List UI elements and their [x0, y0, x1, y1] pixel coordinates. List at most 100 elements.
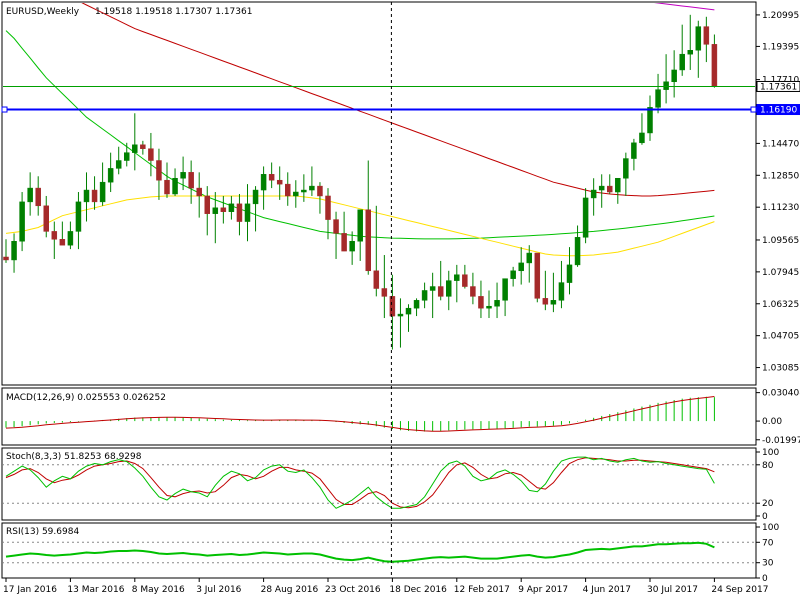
candle-body: [655, 89, 661, 108]
candle-body: [526, 252, 532, 264]
candle-body: [59, 239, 66, 246]
price-axis-tick-label: 1.07945: [762, 268, 799, 278]
candle-body: [188, 172, 194, 189]
macd-plot-area: [5, 396, 715, 432]
stoch-axis-tick-label: 100: [762, 448, 779, 458]
candle-body: [301, 189, 307, 193]
candle-body: [647, 107, 653, 134]
candle-body: [679, 53, 685, 71]
candle-body: [703, 26, 710, 45]
horizontal-level-anchor-right: [750, 106, 757, 113]
rsi-line: [5, 541, 715, 563]
price-axis-tick-label: 1.19395: [762, 42, 799, 52]
candle-body: [446, 280, 452, 297]
horizontal-level-anchor-left: [1, 106, 8, 113]
macd-signal-line: [5, 396, 715, 432]
price-axis-tick-label: 1.17710: [762, 76, 799, 86]
candle-body: [542, 298, 549, 305]
candle-body: [83, 189, 90, 203]
level-price-tag-label: 1.16190: [760, 106, 797, 116]
candle-body: [91, 189, 98, 203]
candle-body: [534, 252, 541, 299]
candle-body: [429, 286, 436, 291]
time-axis-tick-label: 17 Jan 2016: [3, 585, 57, 595]
price-panel-frame: [1, 1, 757, 386]
macd-axis: 0.030408 0.00 -0.019979: [756, 389, 800, 446]
candle-body: [454, 274, 460, 281]
candle-body: [51, 231, 58, 240]
candle-body: [631, 142, 637, 159]
chart-title: EURUSD,Weekly: [6, 7, 80, 17]
candle-body: [510, 270, 516, 279]
macd-label: MACD(12,26,9) 0.025553 0.026252: [6, 393, 166, 403]
price-axis-tick-label: 1.12850: [762, 171, 799, 181]
candle-body: [590, 189, 597, 199]
candle-body: [333, 219, 339, 234]
rsi-axis: 100 70 30 0: [756, 523, 779, 584]
candle-body: [220, 207, 227, 212]
candle-body: [164, 179, 170, 195]
candle-body: [558, 282, 565, 301]
candle-body: [3, 256, 9, 261]
candle-body: [309, 185, 315, 191]
candle-body: [35, 187, 41, 207]
candle-body: [260, 174, 267, 191]
candle-body: [389, 296, 396, 317]
candle-body: [566, 264, 573, 283]
candle-body: [687, 50, 693, 55]
candle-body: [99, 181, 106, 203]
current-price-tag: 1.17361: [756, 80, 800, 92]
stoch-label: Stoch(8,3,3) 51.8253 68.9298: [6, 452, 142, 462]
candle-body: [550, 300, 557, 305]
candle-body: [132, 144, 138, 153]
candle-body: [405, 307, 412, 315]
candle-body: [663, 81, 669, 90]
candle-body: [478, 296, 484, 309]
rsi-axis-tick-label: 100: [762, 523, 779, 533]
rsi-plot-area: [3, 541, 755, 564]
candle-body: [695, 26, 702, 51]
candle-body: [502, 278, 508, 301]
stoch-panel-frame: [1, 447, 757, 521]
price-axis-tick-label: 1.11230: [762, 203, 799, 213]
price-axis-tick-label: 1.14470: [762, 139, 799, 149]
price-axis-tick-label: 1.20995: [762, 11, 799, 21]
candle-body: [156, 160, 162, 181]
candle-body: [140, 144, 146, 149]
candle-body: [317, 185, 323, 197]
candle-body: [341, 233, 347, 252]
current-price-tag-label: 1.17361: [760, 82, 797, 92]
candle-body: [574, 237, 581, 266]
ma-yellow-line: [5, 195, 715, 257]
candle-body: [196, 187, 202, 197]
candle-body: [276, 179, 283, 185]
stoch-axis: 100 80 20 0: [756, 448, 779, 522]
price-axis-tick-label: 1.06325: [762, 300, 799, 310]
time-axis: 17 Jan 2016 13 Mar 2016 8 May 2016 3 Jul 20…: [3, 578, 768, 595]
stoch-plot-area: [3, 456, 755, 509]
candle-body: [228, 203, 235, 212]
ma-purple-line: [654, 3, 715, 11]
candle-body: [285, 183, 291, 197]
candle-body: [212, 207, 219, 214]
candle-body: [115, 160, 122, 169]
candle-body: [421, 290, 428, 301]
candle-body: [325, 195, 331, 220]
candle-body: [413, 300, 420, 309]
stoch-main-line: [5, 456, 715, 509]
candle-body: [268, 174, 275, 181]
candle-body: [148, 148, 154, 161]
candle-body: [462, 274, 468, 287]
price-axis-tick-label: 1.09565: [762, 236, 799, 246]
time-axis-tick-label: 3 Jul 2016: [196, 585, 241, 595]
candle-body: [180, 172, 186, 179]
candle-body: [43, 205, 49, 232]
candle-body: [598, 185, 605, 191]
candle-body: [582, 197, 589, 238]
candle-body: [518, 262, 524, 272]
candle-body: [711, 44, 718, 87]
candle-body: [486, 305, 492, 309]
candle-body: [470, 286, 476, 297]
